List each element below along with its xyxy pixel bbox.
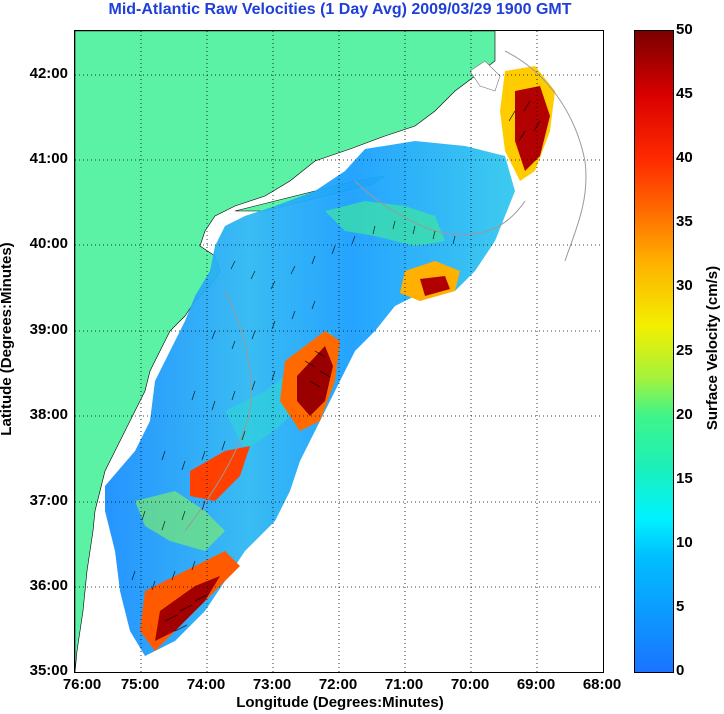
cape-cod — [469, 60, 501, 92]
colorbar-tick-label: 5 — [676, 598, 685, 615]
y-tick-label: 36:00 — [29, 577, 68, 594]
bathymetry-contour — [354, 180, 526, 236]
colorbar-tick-label: 10 — [676, 534, 693, 551]
x-tick-label: 70:00 — [450, 676, 490, 693]
y-tick-label: 37:00 — [29, 492, 68, 509]
velocity-arrows — [131, 100, 541, 632]
fast-current-mid — [190, 446, 250, 501]
colorbar-tick-label: 40 — [676, 149, 693, 166]
x-tick-label: 74:00 — [186, 676, 226, 693]
x-tick-label: 73:00 — [252, 676, 292, 693]
x-tick-label: 72:00 — [318, 676, 358, 693]
colorbar-label: Surface Velocity (cm/s) — [704, 265, 721, 431]
y-tick-label: 40:00 — [29, 235, 68, 252]
bathymetry-contour — [504, 50, 587, 262]
colorbar-tick-label: 25 — [676, 342, 693, 359]
grid-lines — [75, 31, 603, 672]
colorbar-tick-label: 15 — [676, 470, 693, 487]
colorbar — [634, 30, 674, 673]
y-tick-label: 35:00 — [29, 662, 68, 679]
fast-current-north — [515, 86, 550, 171]
y-tick-label: 38:00 — [29, 406, 68, 423]
x-axis-label: Longitude (Degrees:Minutes) — [236, 694, 444, 711]
x-tick-label: 68:00 — [582, 676, 622, 693]
x-tick-label: 75:00 — [120, 676, 160, 693]
speed-band-mid — [325, 201, 445, 246]
map-title: Mid-Atlantic Raw Velocities (1 Day Avg) … — [108, 1, 572, 18]
fast-current-mid — [297, 346, 333, 416]
x-tick-label: 76:00 — [62, 676, 102, 693]
fast-current-east — [420, 276, 450, 296]
y-tick-label: 41:00 — [29, 150, 68, 167]
map-plot-area — [74, 30, 604, 673]
y-axis-label: Latitude (Degrees:Minutes) — [0, 242, 15, 436]
colorbar-tick-label: 45 — [676, 85, 693, 102]
y-tick-label: 42:00 — [29, 65, 68, 82]
y-tick-label: 39:00 — [29, 321, 68, 338]
bathymetry-contour — [184, 290, 252, 532]
fast-current-south — [155, 576, 220, 641]
colorbar-tick-label: 20 — [676, 406, 693, 423]
x-tick-label: 69:00 — [516, 676, 556, 693]
colorbar-tick-label: 30 — [676, 277, 693, 294]
speed-band-mid — [135, 491, 225, 551]
colorbar-tick-label: 50 — [676, 21, 693, 38]
x-tick-label: 71:00 — [384, 676, 424, 693]
map-canvas — [75, 31, 603, 672]
colorbar-tick-label: 35 — [676, 213, 693, 230]
colorbar-tick-label: 0 — [676, 662, 685, 679]
